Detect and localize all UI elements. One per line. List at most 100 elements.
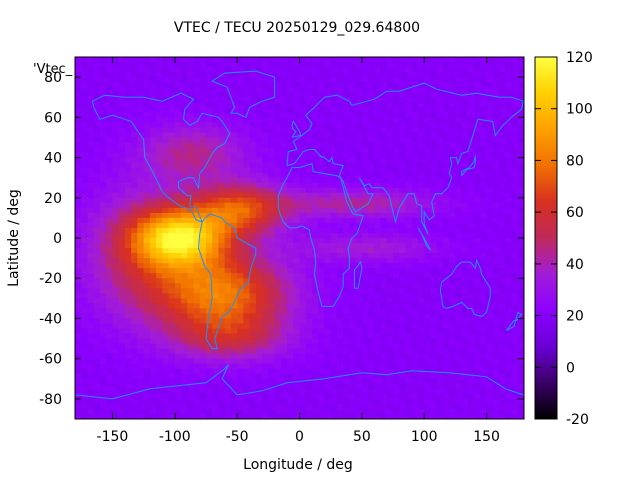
heatmap-cell xyxy=(417,373,425,380)
heatmap-cell xyxy=(311,278,319,284)
heatmap-cell xyxy=(118,187,126,194)
heatmap-cell xyxy=(224,348,232,355)
heatmap-cell xyxy=(149,222,157,229)
heatmap-cell xyxy=(380,338,388,345)
heatmap-cell xyxy=(162,112,170,118)
heatmap-cell xyxy=(449,253,456,259)
heatmap-cell xyxy=(249,212,257,219)
heatmap-cell xyxy=(87,368,95,375)
heatmap-cell xyxy=(287,227,294,234)
heatmap-cell xyxy=(274,72,282,78)
heatmap-cell xyxy=(87,67,95,73)
heatmap-cell xyxy=(168,202,176,209)
heatmap-cell xyxy=(336,248,344,254)
heatmap-cell xyxy=(243,122,251,128)
heatmap-cell xyxy=(343,212,350,219)
heatmap-cell xyxy=(324,253,332,259)
heatmap-cell xyxy=(380,212,388,219)
heatmap-cell xyxy=(87,77,95,83)
heatmap-cell xyxy=(193,77,201,83)
heatmap-cell xyxy=(149,253,157,259)
heatmap-cell xyxy=(355,217,363,224)
heatmap-cell xyxy=(405,122,413,128)
heatmap-cell xyxy=(305,97,313,103)
heatmap-cell xyxy=(361,338,369,345)
heatmap-cell xyxy=(449,398,456,405)
heatmap-cell xyxy=(486,363,494,370)
heatmap-cell xyxy=(461,217,469,224)
heatmap-cell xyxy=(149,303,157,309)
heatmap-cell xyxy=(212,258,219,264)
heatmap-cell xyxy=(106,82,113,88)
heatmap-cell xyxy=(474,127,481,133)
heatmap-cell xyxy=(449,152,456,159)
heatmap-cell xyxy=(199,328,207,335)
heatmap-cell xyxy=(143,248,151,254)
heatmap-cell xyxy=(405,57,413,63)
heatmap-cell xyxy=(467,293,475,299)
heatmap-cell xyxy=(268,62,276,68)
heatmap-cell xyxy=(156,212,163,219)
heatmap-cell xyxy=(293,62,300,68)
heatmap-cell xyxy=(336,167,344,174)
heatmap-cell xyxy=(168,398,176,405)
heatmap-cell xyxy=(274,328,282,335)
heatmap-cell xyxy=(505,328,513,335)
heatmap-cell xyxy=(131,328,138,335)
heatmap-cell xyxy=(330,197,338,204)
heatmap-cell xyxy=(330,268,338,274)
heatmap-cell xyxy=(449,72,456,78)
heatmap-cell xyxy=(224,92,232,98)
heatmap-cell xyxy=(368,358,375,365)
heatmap-cell xyxy=(486,298,494,304)
heatmap-cell xyxy=(424,57,431,63)
heatmap-cell xyxy=(124,318,132,324)
heatmap-cell xyxy=(430,273,438,279)
heatmap-cell xyxy=(424,283,431,289)
heatmap-cell xyxy=(181,333,188,340)
heatmap-cell xyxy=(243,132,251,138)
heatmap-cell xyxy=(168,313,176,319)
heatmap-cell xyxy=(280,172,288,179)
heatmap-cell xyxy=(368,207,375,214)
heatmap-cell xyxy=(442,268,450,274)
heatmap-cell xyxy=(430,222,438,229)
heatmap-cell xyxy=(449,167,456,174)
heatmap-cell xyxy=(237,192,244,199)
heatmap-cell xyxy=(181,238,188,244)
heatmap-cell xyxy=(93,217,101,224)
heatmap-cell xyxy=(218,398,226,405)
heatmap-cell xyxy=(249,308,257,314)
heatmap-cell xyxy=(486,333,494,340)
heatmap-cell xyxy=(187,172,194,179)
heatmap-cell xyxy=(480,97,488,103)
heatmap-cell xyxy=(218,182,226,189)
heatmap-cell xyxy=(461,393,469,400)
heatmap-cell xyxy=(99,288,107,294)
heatmap-cell xyxy=(343,127,350,133)
heatmap-cell xyxy=(411,338,419,345)
heatmap-cell xyxy=(118,92,126,98)
heatmap-cell xyxy=(124,57,132,63)
heatmap-cell xyxy=(174,222,182,229)
heatmap-cell xyxy=(449,308,456,314)
heatmap-cell xyxy=(461,378,469,385)
heatmap-cell xyxy=(517,147,525,154)
heatmap-cell xyxy=(124,142,132,148)
heatmap-cell xyxy=(237,92,244,98)
heatmap-cell xyxy=(455,147,463,154)
heatmap-cell xyxy=(168,288,176,294)
heatmap-cell xyxy=(255,117,263,123)
heatmap-cell xyxy=(118,57,126,63)
heatmap-cell xyxy=(112,167,120,174)
heatmap-cell xyxy=(330,323,338,329)
heatmap-cell xyxy=(380,288,388,294)
heatmap-cell xyxy=(299,67,307,73)
heatmap-cell xyxy=(143,172,151,179)
heatmap-cell xyxy=(336,288,344,294)
heatmap-cell xyxy=(511,227,519,234)
heatmap-cell xyxy=(318,222,325,229)
heatmap-cell xyxy=(156,378,163,385)
heatmap-cell xyxy=(149,172,157,179)
heatmap-cell xyxy=(106,112,113,118)
